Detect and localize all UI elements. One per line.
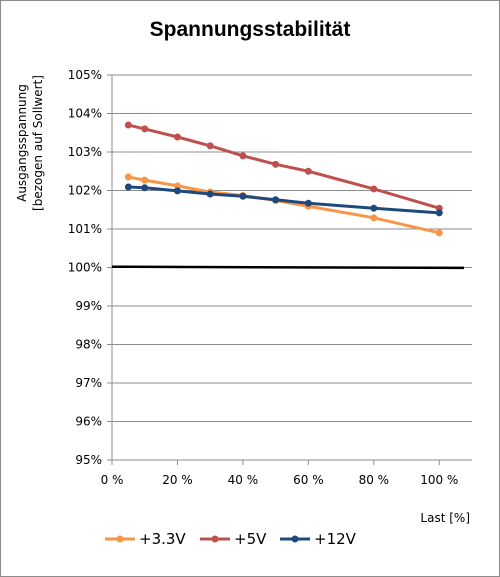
x-tick-label: 0 %	[101, 473, 124, 487]
series-+5V	[124, 121, 443, 212]
y-tick-label: 99%	[75, 299, 102, 313]
legend-swatch-marker	[291, 535, 299, 543]
data-point	[239, 152, 247, 160]
x-tick-labels: 0 % 20 % 40 % 60 % 80 % 100 %	[101, 473, 459, 487]
data-point	[370, 185, 378, 193]
x-tick-label: 80 %	[359, 473, 390, 487]
y-tick-label: 102%	[68, 184, 102, 198]
data-point	[206, 142, 214, 150]
y-tick-label: 98%	[75, 338, 102, 352]
legend-swatch-marker	[211, 535, 219, 543]
data-point	[435, 209, 443, 217]
legend-label: +5V	[234, 530, 267, 548]
series-+12V	[124, 183, 443, 217]
data-point	[173, 182, 181, 190]
data-point	[173, 133, 181, 141]
data-point	[124, 173, 132, 181]
y-tick-label: 104%	[68, 107, 102, 121]
x-tick-label: 40 %	[228, 473, 259, 487]
legend-swatch-marker	[116, 535, 124, 543]
y-tick-labels: 95% 96% 97% 98% 99% 100% 101% 102% 103% 104% 105%	[68, 68, 102, 467]
x-tick-label: 20 %	[162, 473, 193, 487]
y-tick-label: 105%	[68, 68, 102, 82]
data-point	[141, 125, 149, 133]
data-point	[239, 192, 247, 200]
reference-line-group	[111, 265, 465, 270]
x-tick-label: 100 %	[420, 473, 458, 487]
data-point	[272, 160, 280, 168]
data-point	[272, 196, 280, 204]
data-point	[141, 176, 149, 184]
legend-label: +3.3V	[139, 530, 186, 548]
reference-line-100	[111, 265, 465, 270]
data-point	[173, 187, 181, 195]
data-point	[206, 190, 214, 198]
data-point	[304, 199, 312, 207]
series-layer	[124, 121, 443, 237]
data-point	[141, 184, 149, 192]
data-point	[124, 121, 132, 129]
legend-label: +12V	[314, 530, 357, 548]
legend: +3.3V +5V +12V	[105, 530, 357, 548]
y-tick-label: 103%	[68, 145, 102, 159]
data-point	[435, 229, 443, 237]
y-axis-label: Ausgangsspannung	[15, 84, 29, 202]
data-point	[370, 214, 378, 222]
data-point	[124, 183, 132, 191]
gridlines	[112, 74, 472, 422]
chart-title: Spannungsstabilität	[150, 18, 351, 41]
y-tick-label: 101%	[68, 222, 102, 236]
y-tick-label: 95%	[75, 453, 102, 467]
x-axis-label: Last [%]	[420, 511, 470, 525]
series-+3.3V	[124, 173, 443, 237]
y-tick-label: 97%	[75, 376, 102, 390]
y-tick-label: 96%	[75, 415, 102, 429]
y-axis-label-sub: [bezogen auf Sollwert]	[31, 75, 45, 211]
x-tick-label: 60 %	[293, 473, 324, 487]
data-point	[304, 167, 312, 175]
data-point	[370, 204, 378, 212]
y-tick-label: 100%	[68, 261, 102, 275]
